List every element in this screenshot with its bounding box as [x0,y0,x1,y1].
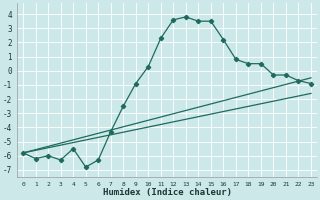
X-axis label: Humidex (Indice chaleur): Humidex (Indice chaleur) [102,188,232,197]
